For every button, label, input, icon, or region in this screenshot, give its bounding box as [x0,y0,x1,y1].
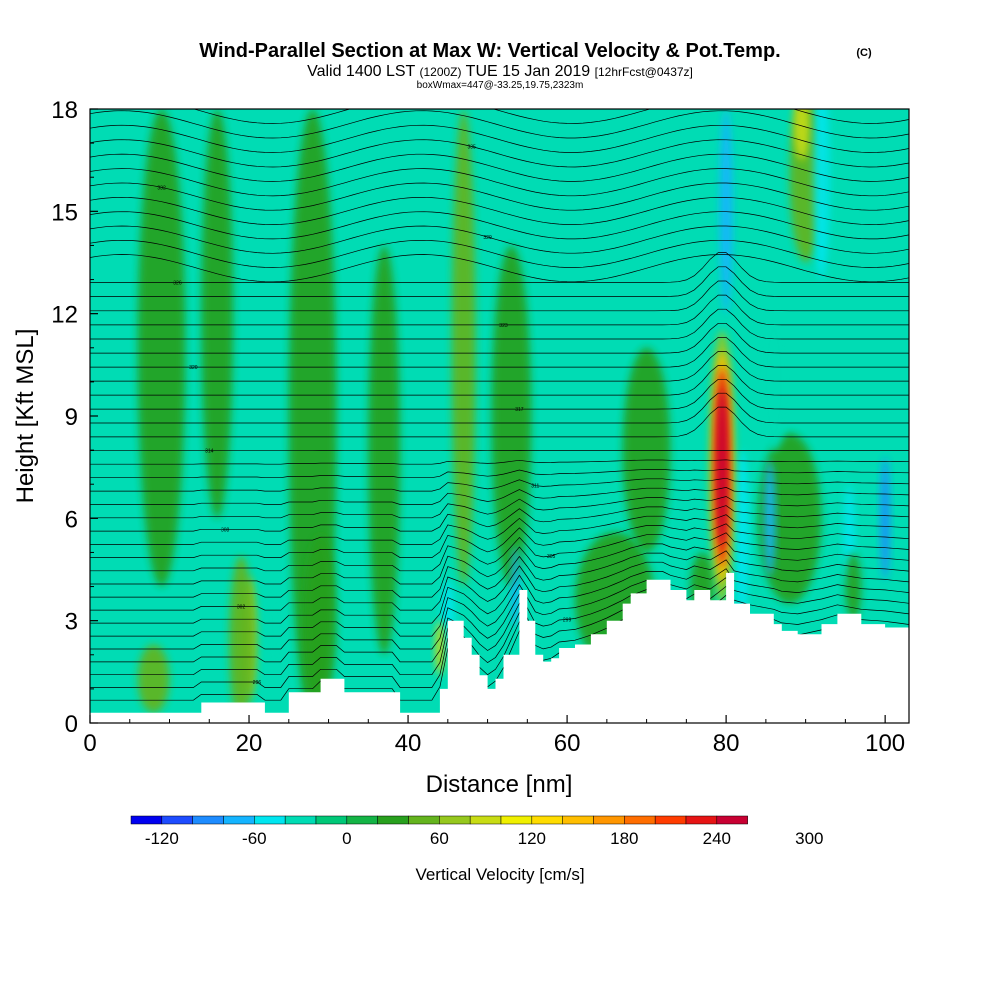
x-tick-label: 40 [395,730,422,757]
colorbar-swatch [193,816,224,824]
colorbar: -120 -60 0 60 120 180 240 300 [131,816,824,848]
colorbar-swatch [378,816,409,824]
valid-date: TUE 15 Jan 2019 [466,63,591,80]
y-tick-label: 3 [65,609,78,636]
y-axis-label: Height [Kft MSL] [12,329,39,504]
x-tick-label: 60 [554,730,581,757]
x-axis-label: Distance [nm] [426,771,573,798]
isentrope-label: 326 [173,280,182,286]
isentrope-label: 314 [205,449,214,455]
colorbar-tick-label: 240 [703,829,731,848]
colorbar-swatch [594,816,625,824]
colorbar-tick-label: 0 [342,829,351,848]
velocity-cell [138,109,186,587]
y-tick-label: 12 [51,302,78,329]
colorbar-tick-label: 60 [430,829,449,848]
isentrope-label: 311 [531,484,539,490]
colorbar-swatch [131,816,162,824]
x-tick-label: 0 [83,730,96,757]
isentrope-label: 329 [483,235,492,241]
colorbar-label: Vertical Velocity [cm/s] [415,865,584,884]
chart-subtitle: Valid 1400 LST (1200Z) TUE 15 Jan 2019 [… [307,63,693,80]
colorbar-tick-label: -120 [145,829,179,848]
colorbar-swatch [501,816,532,824]
isentrope-label: 296 [253,680,262,686]
velocity-cell [623,348,671,553]
isentrope-label: 305 [547,554,556,560]
colorbar-swatch [717,816,748,824]
colorbar-swatch [532,816,563,824]
colorbar-swatch [655,816,686,824]
title-copyright-mark: (C) [856,47,872,59]
colorbar-tick-label: 180 [610,829,638,848]
isentrope-label: 317 [515,407,524,413]
velocity-cell [452,109,476,587]
colorbar-swatch [224,816,255,824]
colorbar-swatch [439,816,470,824]
colorbar-swatch [624,816,655,824]
valid-local-time: Valid 1400 LST [307,63,415,80]
colorbar-swatch [347,816,378,824]
chart-title: Wind-Parallel Section at Max W: Vertical… [199,40,780,62]
isentrope-label: 299 [563,617,572,623]
colorbar-tick-label: 300 [795,829,823,848]
y-tick-label: 6 [65,506,78,533]
x-tick-label: 100 [865,730,905,757]
y-tick-label: 15 [51,199,78,226]
colorbar-swatch [254,816,285,824]
valid-utc-time: (1200Z) [419,65,461,79]
isentrope-label: 320 [189,365,198,371]
colorbar-swatch [316,816,347,824]
colorbar-tick-label: 120 [518,829,546,848]
isentrope-label: 302 [237,604,246,610]
velocity-cell [138,645,170,713]
isentrope-label: 308 [221,527,230,533]
plot-area: 296 299 302 305 308 311 314 317 320 323 326 329 332 3… [90,67,909,726]
y-tick-label: 0 [65,711,78,738]
velocity-cell [229,556,253,727]
forecast-info: [12hrFcst@0437z] [595,65,693,79]
colorbar-tick-label: -60 [242,829,267,848]
velocity-cell [814,75,830,280]
box-wmax-note: boxWmax=447@-33.25,19.75,2323m [417,80,584,91]
y-tick-label: 18 [51,97,78,124]
isentrope-label: 332 [157,185,166,191]
x-tick-label: 20 [236,730,263,757]
velocity-cell [758,314,790,450]
colorbar-swatch [162,816,193,824]
velocity-cell [880,457,890,580]
x-tick-label: 80 [713,730,740,757]
isentrope-label: 335 [467,145,476,151]
velocity-cell [735,450,749,621]
y-tick-label: 9 [65,404,78,431]
colorbar-swatch [409,816,440,824]
colorbar-swatch [285,816,316,824]
colorbar-swatch [686,816,717,824]
colorbar-swatch [563,816,594,824]
velocity-cell [717,389,728,546]
isentrope-label: 323 [499,323,508,329]
velocity-cell [764,460,775,576]
colorbar-swatch [470,816,501,824]
velocity-cell [267,576,280,678]
